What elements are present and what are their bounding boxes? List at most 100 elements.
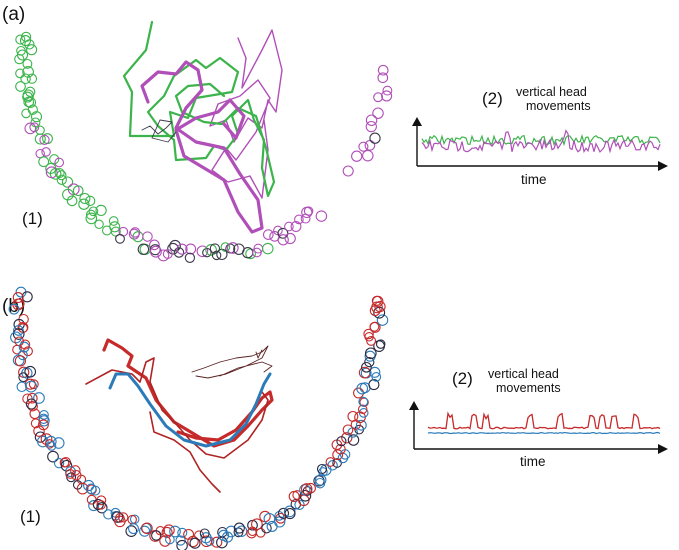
head-position-circle <box>15 68 25 79</box>
head-position-circle <box>167 242 179 255</box>
panel-b-trace-blue <box>427 431 661 435</box>
head-position-circle <box>17 350 28 361</box>
head-position-circle <box>292 490 303 500</box>
head-position-circle <box>277 227 289 239</box>
head-position-circle <box>358 141 369 152</box>
panel-b-subplot2-label: (2) <box>452 369 473 388</box>
head-position-circle <box>175 535 186 546</box>
head-position-circle <box>149 245 162 258</box>
head-position-circle <box>177 527 188 538</box>
head-position-circle <box>353 387 364 399</box>
head-position-circle <box>363 328 374 340</box>
head-position-circle <box>20 339 31 350</box>
head-position-circle <box>316 463 328 475</box>
head-position-circle <box>54 157 65 168</box>
head-position-circle <box>26 44 38 56</box>
panel-b-track-red-thin <box>85 357 269 493</box>
head-position-circle <box>189 537 201 549</box>
head-position-circle <box>357 404 368 415</box>
head-position-circle <box>277 507 290 519</box>
head-position-circle <box>65 468 76 479</box>
panel-b-trace-red <box>427 411 661 430</box>
head-position-circle <box>163 524 175 537</box>
head-position-circle <box>382 85 393 96</box>
head-position-circle <box>52 437 65 449</box>
panel-a-track-green <box>122 20 276 198</box>
head-position-circle <box>169 525 181 538</box>
panel-a-position-ring <box>14 31 393 263</box>
head-position-circle <box>22 66 34 78</box>
head-position-circle <box>85 212 98 225</box>
head-position-circle <box>381 90 393 102</box>
head-position-circle <box>110 226 121 237</box>
head-position-circle <box>85 483 97 495</box>
head-position-circle <box>128 523 139 535</box>
head-position-circle <box>92 498 104 511</box>
panel-b-track-dark-thin <box>191 345 273 379</box>
head-position-circle <box>20 73 31 85</box>
head-position-circle <box>184 252 196 263</box>
head-position-circle <box>149 244 161 256</box>
head-position-circle <box>18 372 29 383</box>
panel-b-track-red-thick <box>102 338 274 448</box>
head-position-circle <box>26 392 38 404</box>
head-position-circle <box>162 249 173 259</box>
panel-a-trace-title-line1: vertical head <box>516 85 587 99</box>
panel-b-trace-title-line1: vertical head <box>488 367 559 381</box>
panel-a-label: (a) <box>2 4 25 25</box>
head-position-circle <box>12 328 25 340</box>
head-position-circle <box>351 150 363 162</box>
head-position-circle <box>157 249 170 262</box>
panel-b-arrow-y <box>409 401 419 410</box>
head-position-circle <box>24 365 37 378</box>
head-position-circle <box>47 450 59 463</box>
head-position-circle <box>372 295 384 308</box>
head-position-circle <box>39 410 49 420</box>
head-position-circle <box>12 344 22 355</box>
head-position-circle <box>109 221 121 233</box>
head-position-circle <box>366 335 377 346</box>
panel-b-track-blue <box>108 372 272 448</box>
panel-b-position-ring <box>8 286 389 550</box>
head-position-circle <box>8 303 20 315</box>
head-position-circle <box>28 379 39 390</box>
head-position-circle <box>16 381 28 393</box>
head-position-circle <box>261 522 272 534</box>
head-position-circle <box>347 434 360 446</box>
head-position-circle <box>19 35 32 47</box>
panel-a-arrow-x <box>658 161 668 171</box>
head-position-circle <box>305 482 316 494</box>
head-position-circle <box>284 508 296 520</box>
head-position-circle <box>377 72 389 84</box>
head-position-circle <box>303 206 314 216</box>
panel-a-trace-green <box>421 134 661 147</box>
head-position-circle <box>187 535 199 548</box>
head-position-circle <box>196 245 209 258</box>
head-position-circle <box>14 355 27 367</box>
head-position-circle <box>364 140 376 151</box>
panel-a-tracks <box>122 20 283 234</box>
panel-b-tracks <box>85 338 274 493</box>
head-position-circle <box>96 495 107 506</box>
head-position-circle <box>33 425 45 437</box>
head-position-circle <box>137 243 150 256</box>
head-position-circle <box>369 366 381 378</box>
head-position-circle <box>21 291 33 303</box>
panel-a-arrow-y <box>412 117 422 126</box>
panel-a-trace-purple <box>421 129 661 154</box>
panel-a: (a) (1) (2) vertical head movements time <box>2 4 668 263</box>
head-position-circle <box>242 247 254 259</box>
head-position-circle <box>49 154 60 165</box>
head-position-circle <box>371 301 383 314</box>
head-position-circle <box>314 474 327 486</box>
head-position-circle <box>65 466 76 478</box>
head-position-circle <box>364 356 375 368</box>
head-position-circle <box>263 512 276 525</box>
head-position-circle <box>252 247 262 258</box>
head-position-circle <box>358 408 369 418</box>
head-position-circle <box>176 243 188 255</box>
head-position-circle <box>53 458 65 469</box>
head-position-circle <box>25 380 38 393</box>
head-position-circle <box>341 432 353 444</box>
head-position-circle <box>377 64 389 76</box>
